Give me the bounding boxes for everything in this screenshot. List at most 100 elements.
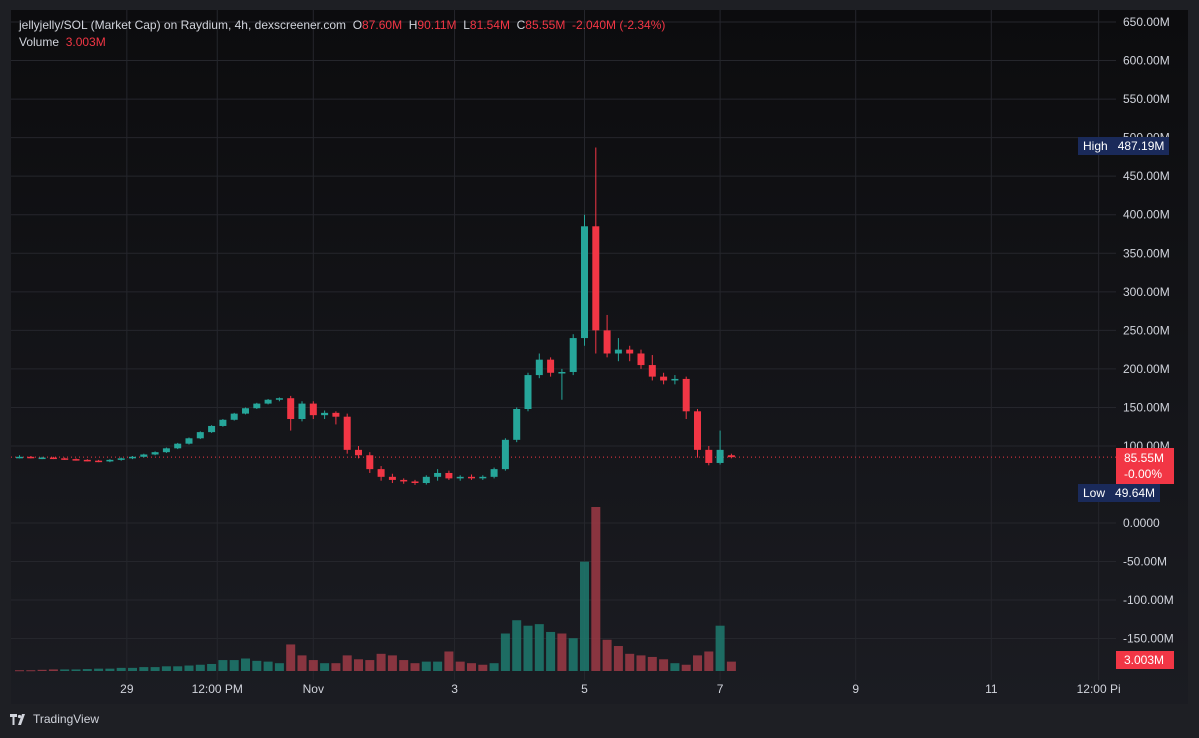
- volume-bar: [500, 633, 510, 671]
- candle-body: [468, 476, 475, 479]
- volume-bar: [128, 667, 137, 671]
- volume-bar: [444, 651, 454, 671]
- symbol-title[interactable]: jellyjelly/SOL (Market Cap) on Raydium, …: [19, 18, 347, 32]
- price-tick-label: 350.00M: [1123, 246, 1170, 260]
- volume-bar: [568, 638, 578, 671]
- volume-bar: [467, 663, 476, 671]
- candle-body: [388, 476, 396, 480]
- candle-body: [626, 349, 634, 354]
- candlestick-chart[interactable]: 650.00M600.00M550.00M500.00M450.00M400.0…: [11, 10, 1188, 704]
- candle-body: [581, 226, 588, 339]
- volume-bar: [534, 624, 544, 671]
- volume-bar: [376, 653, 386, 671]
- volume-bar: [557, 633, 567, 671]
- time-tick-label: Nov: [303, 682, 324, 696]
- time-tick-label: 9: [852, 682, 859, 696]
- volume-bar: [94, 668, 104, 671]
- volume-bar: [636, 655, 646, 671]
- volume-bar: [365, 660, 375, 671]
- close-value: 85.55M: [525, 18, 566, 32]
- volume-bar: [387, 655, 397, 671]
- price-tick-label: 650.00M: [1123, 15, 1170, 29]
- price-tick-label: 450.00M: [1123, 169, 1170, 183]
- candle-body: [558, 371, 566, 374]
- candle-body: [603, 330, 611, 354]
- open-label: O: [352, 18, 363, 32]
- candle-body: [275, 398, 283, 400]
- candle-body: [694, 411, 701, 450]
- open-value: 87.60M: [362, 18, 403, 32]
- candle-body: [185, 438, 193, 444]
- candle-body: [524, 375, 532, 409]
- price-tick-label: 200.00M: [1123, 362, 1170, 376]
- volume-bar: [15, 670, 24, 672]
- candle-body: [648, 365, 656, 377]
- volume-bar: [331, 663, 341, 671]
- volume-bar: [241, 658, 250, 671]
- chart-panel[interactable]: 650.00M600.00M550.00M500.00M450.00M400.0…: [11, 10, 1188, 704]
- volume-bar: [715, 625, 725, 671]
- candle-body: [513, 408, 521, 440]
- volume-tick-label: -100.00M: [1123, 593, 1174, 607]
- volume-bar: [297, 655, 307, 671]
- candle-body: [16, 456, 23, 459]
- tradingview-logo-icon: [10, 713, 25, 725]
- volume-bar: [647, 656, 657, 671]
- candle-body: [671, 378, 679, 381]
- volume-bar: [399, 660, 409, 671]
- time-tick-label: 7: [717, 682, 724, 696]
- volume-bar: [184, 665, 194, 671]
- volume-bar: [489, 663, 499, 671]
- high-tag-value: 487.19M: [1117, 139, 1165, 153]
- high-value: 90.11M: [417, 18, 457, 32]
- volume-bar: [591, 507, 601, 671]
- volume-bar: [726, 661, 736, 671]
- candle-body: [716, 449, 724, 463]
- volume-bar: [681, 664, 691, 671]
- low-tag-value: 49.64M: [1115, 486, 1156, 500]
- candle-body: [705, 449, 713, 463]
- candle-body: [230, 413, 238, 420]
- candle-body: [72, 459, 80, 461]
- candle-body: [151, 452, 159, 455]
- volume-bar: [410, 663, 420, 671]
- volume-bar: [670, 663, 680, 671]
- volume-bar: [478, 664, 488, 671]
- candle-body: [106, 459, 114, 462]
- volume-bar: [218, 660, 228, 671]
- volume-bar: [37, 669, 47, 671]
- low-label: L: [463, 18, 470, 32]
- tradingview-brand[interactable]: TradingView: [10, 712, 99, 726]
- volume-bar: [704, 651, 714, 671]
- candle-body: [682, 378, 690, 412]
- volume-bar: [274, 663, 284, 671]
- time-tick-label: 12:00 Pi: [1077, 682, 1121, 696]
- volume-bar: [195, 664, 205, 671]
- time-tick-label: 5: [581, 682, 588, 696]
- volume-bar: [71, 669, 81, 671]
- candle-body: [569, 338, 577, 372]
- volume-bar: [139, 667, 149, 671]
- candle-body: [242, 408, 249, 414]
- candle-body: [366, 455, 374, 470]
- volume-tick-label: -50.00M: [1123, 555, 1167, 569]
- candle-body: [309, 403, 317, 416]
- volume-bar: [286, 644, 296, 671]
- volume-bar: [455, 661, 465, 671]
- candle-body: [411, 481, 419, 484]
- volume-bar: [512, 620, 522, 671]
- volume-bar: [308, 660, 318, 671]
- volume-bar: [342, 655, 352, 671]
- change-value: -2.040M (-2.34%): [572, 18, 666, 32]
- volume-bar: [625, 653, 635, 671]
- candle-body: [287, 398, 295, 420]
- candle-body: [208, 425, 216, 433]
- chart-legend: jellyjelly/SOL (Market Cap) on Raydium, …: [19, 17, 665, 51]
- volume-bar: [523, 625, 533, 671]
- last-price-change: -0.00%: [1124, 467, 1163, 481]
- candle-body: [637, 353, 645, 366]
- price-tick-label: 400.00M: [1123, 208, 1170, 222]
- candle-body: [129, 456, 136, 459]
- volume-bar: [173, 666, 183, 671]
- volume-label[interactable]: Volume: [19, 35, 60, 49]
